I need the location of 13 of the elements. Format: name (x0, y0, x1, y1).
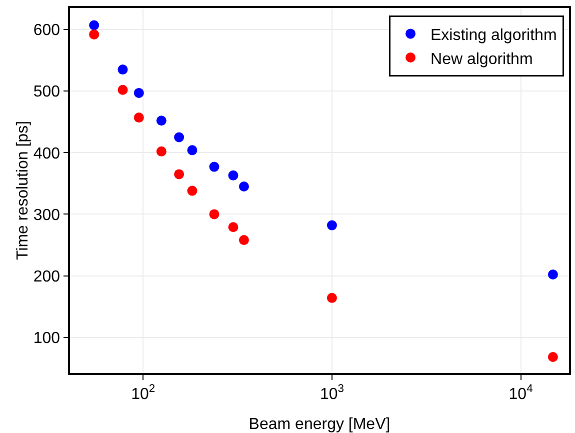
legend-label: New algorithm (430, 50, 533, 68)
legend-label: Existing algorithm (430, 26, 557, 44)
y-tick-label: 400 (33, 145, 60, 162)
y-tick-label: 600 (33, 22, 60, 40)
y-tick-label: 500 (33, 84, 60, 101)
x-axis-title: Beam energy [MeV] (248, 416, 390, 433)
y-tick-label: 200 (33, 268, 60, 286)
y-axis-title: Time resolution [ps] (14, 120, 32, 260)
x-tick-label: 10$^{2}$ (131, 383, 156, 403)
y-tick-label: 100 (33, 330, 60, 347)
y-tick-label: 300 (33, 206, 60, 224)
x-tick-label: 10$^{3}$ (320, 383, 344, 403)
x-tick-label: 10$^{4}$ (508, 383, 533, 403)
